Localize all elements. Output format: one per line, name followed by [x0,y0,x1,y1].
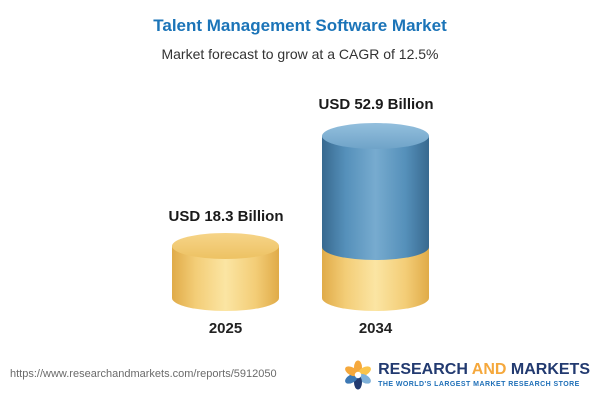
logo-pinwheel-icon [345,360,371,390]
logo-word-research: RESEARCH [378,361,468,379]
logo-tagline: THE WORLD'S LARGEST MARKET RESEARCH STOR… [378,380,580,388]
logo-word-and: AND [471,361,507,379]
bar-value-label-2034: USD 52.9 Billion [318,96,434,113]
bar-cylinder-2025 [172,233,279,311]
category-label-2025: 2025 [208,320,243,337]
cylinder-2034-top-ellipse [322,123,429,149]
research-and-markets-logo: RESEARCH AND MARKETS THE WORLD'S LARGEST… [343,360,590,390]
logo-wordmark: RESEARCH AND MARKETS [378,361,590,379]
bar-value-label-2025: USD 18.3 Billion [168,208,284,225]
logo-word-markets: MARKETS [510,361,590,379]
cylinder-2025-top-ellipse [172,233,279,259]
category-label-2034: 2034 [358,320,393,337]
logo-text-block: RESEARCH AND MARKETS THE WORLD'S LARGEST… [378,361,590,388]
cylinder-2034-growth-segment [322,136,429,260]
page-subtitle: Market forecast to grow at a CAGR of 12.… [161,46,439,62]
report-url-link[interactable]: https://www.researchandmarkets.com/repor… [10,368,277,380]
page-title: Talent Management Software Market [153,16,447,35]
bar-cylinder-2034 [322,123,429,311]
